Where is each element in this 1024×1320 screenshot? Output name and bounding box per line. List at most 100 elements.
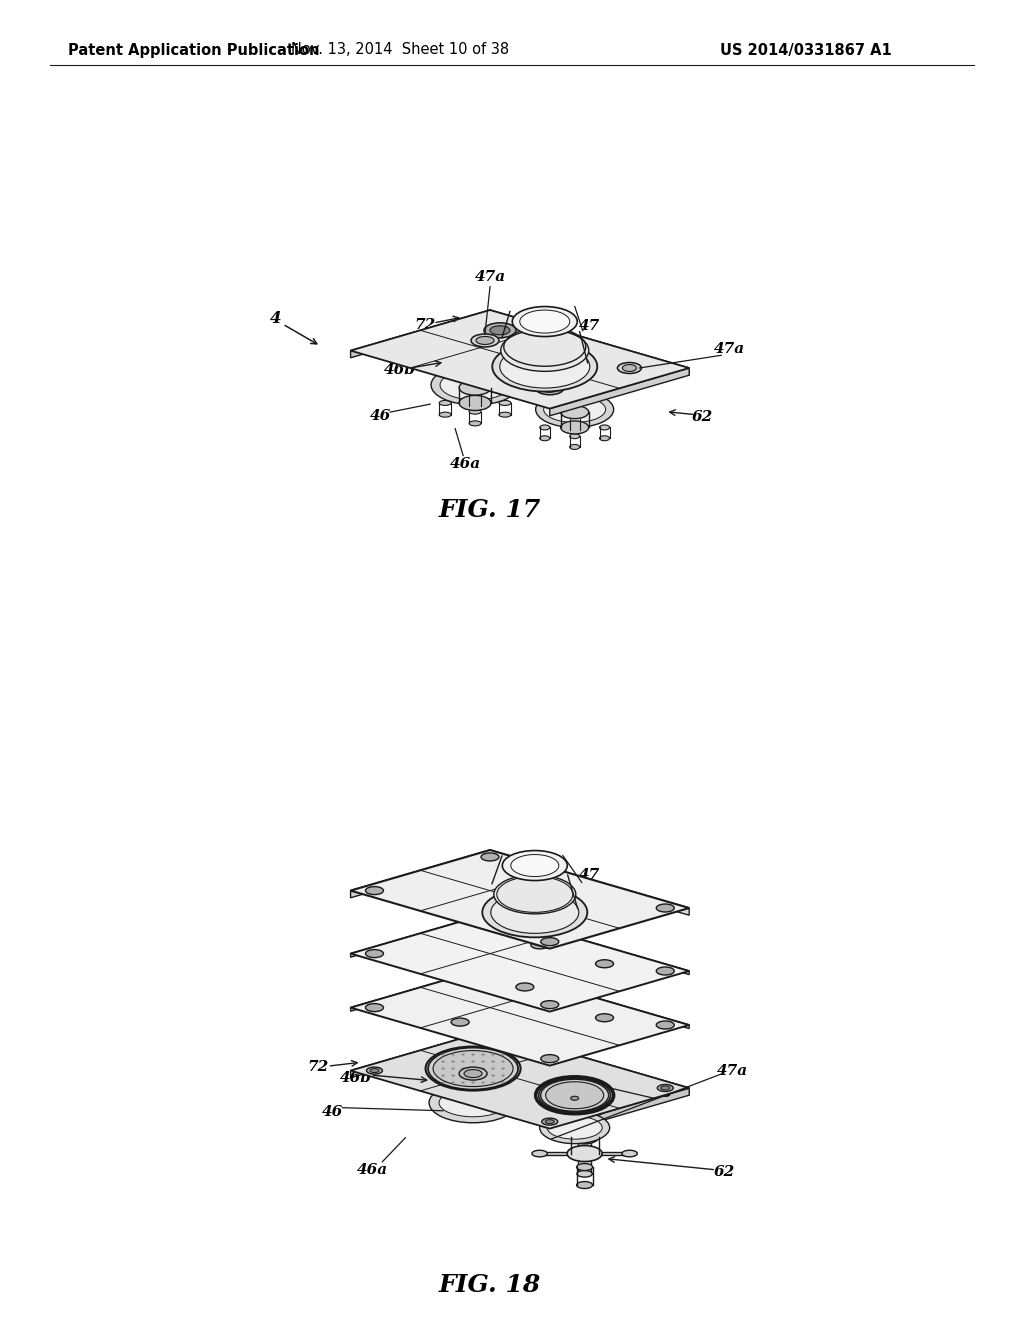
Ellipse shape [502, 1060, 505, 1063]
Ellipse shape [441, 1081, 444, 1084]
Ellipse shape [469, 409, 481, 414]
Ellipse shape [481, 1053, 484, 1056]
Text: 46a: 46a [356, 1163, 388, 1177]
Ellipse shape [540, 1111, 609, 1143]
Ellipse shape [502, 1053, 505, 1056]
Text: 46b: 46b [340, 1071, 373, 1085]
Ellipse shape [366, 887, 383, 895]
Ellipse shape [660, 1086, 670, 1090]
Ellipse shape [494, 875, 575, 913]
Ellipse shape [481, 1081, 484, 1084]
Ellipse shape [545, 1119, 554, 1123]
Ellipse shape [493, 342, 597, 392]
Ellipse shape [536, 381, 564, 395]
Text: Nov. 13, 2014  Sheet 10 of 38: Nov. 13, 2014 Sheet 10 of 38 [291, 42, 509, 58]
Polygon shape [490, 1030, 689, 1096]
Ellipse shape [499, 412, 511, 417]
Ellipse shape [547, 1117, 602, 1139]
Ellipse shape [530, 941, 549, 949]
Ellipse shape [569, 416, 580, 421]
Ellipse shape [492, 1060, 495, 1063]
Ellipse shape [577, 1163, 593, 1171]
Ellipse shape [516, 983, 534, 991]
Ellipse shape [502, 1081, 505, 1084]
Ellipse shape [481, 1060, 484, 1063]
Text: 47a: 47a [714, 342, 744, 356]
Ellipse shape [481, 1074, 484, 1077]
Polygon shape [350, 968, 490, 1011]
Ellipse shape [542, 384, 558, 392]
Polygon shape [490, 968, 689, 1028]
Ellipse shape [471, 334, 499, 347]
Ellipse shape [567, 1146, 602, 1162]
Ellipse shape [441, 1060, 444, 1063]
Ellipse shape [490, 891, 579, 933]
Ellipse shape [433, 1051, 513, 1086]
Ellipse shape [428, 1055, 518, 1097]
Ellipse shape [367, 1067, 383, 1074]
Polygon shape [550, 1088, 689, 1135]
Ellipse shape [596, 960, 613, 968]
Ellipse shape [657, 1085, 673, 1092]
Ellipse shape [492, 1053, 495, 1056]
Ellipse shape [476, 337, 494, 345]
Ellipse shape [481, 1068, 484, 1069]
Ellipse shape [462, 1060, 465, 1063]
Ellipse shape [502, 1068, 505, 1069]
Polygon shape [350, 913, 689, 1011]
Ellipse shape [471, 1053, 475, 1056]
Ellipse shape [471, 1068, 475, 1069]
Ellipse shape [546, 1082, 604, 1109]
Ellipse shape [536, 392, 613, 428]
Ellipse shape [485, 1035, 495, 1039]
Ellipse shape [469, 421, 481, 426]
Text: 73: 73 [652, 1086, 673, 1100]
Ellipse shape [561, 421, 589, 434]
Ellipse shape [577, 1181, 593, 1188]
Ellipse shape [452, 1060, 455, 1063]
Ellipse shape [452, 1081, 455, 1084]
Ellipse shape [462, 1081, 465, 1084]
Polygon shape [350, 968, 689, 1065]
Polygon shape [350, 1030, 490, 1078]
Ellipse shape [428, 1048, 518, 1089]
Ellipse shape [541, 1001, 559, 1008]
Ellipse shape [502, 1074, 505, 1077]
Ellipse shape [370, 1069, 379, 1073]
Text: 62: 62 [691, 409, 713, 424]
Ellipse shape [452, 1053, 455, 1056]
Polygon shape [350, 1030, 689, 1129]
Ellipse shape [503, 850, 567, 880]
Ellipse shape [462, 1074, 465, 1077]
Text: 62: 62 [714, 1164, 735, 1179]
Ellipse shape [482, 887, 588, 937]
Ellipse shape [492, 1081, 495, 1084]
Text: 46b: 46b [384, 363, 416, 378]
Ellipse shape [481, 916, 499, 924]
Ellipse shape [540, 425, 550, 430]
Ellipse shape [452, 1074, 455, 1077]
Ellipse shape [656, 968, 674, 975]
Ellipse shape [569, 445, 580, 449]
Ellipse shape [492, 1074, 495, 1077]
Ellipse shape [569, 428, 580, 432]
Polygon shape [490, 310, 689, 375]
Ellipse shape [539, 1085, 610, 1119]
Ellipse shape [469, 404, 481, 408]
Ellipse shape [512, 306, 578, 337]
Text: US 2014/0331867 A1: US 2014/0331867 A1 [720, 42, 892, 58]
Ellipse shape [439, 400, 452, 405]
Ellipse shape [540, 436, 550, 441]
Text: 4: 4 [270, 310, 282, 326]
Ellipse shape [459, 380, 492, 395]
Ellipse shape [459, 1067, 487, 1080]
Polygon shape [350, 310, 689, 409]
Text: 46a: 46a [450, 457, 480, 470]
Ellipse shape [570, 1147, 599, 1160]
Ellipse shape [570, 1131, 599, 1144]
Polygon shape [490, 850, 689, 915]
Text: 72: 72 [308, 1060, 329, 1074]
Polygon shape [490, 913, 689, 974]
Ellipse shape [542, 1118, 558, 1125]
Text: Patent Application Publication: Patent Application Publication [68, 42, 319, 58]
